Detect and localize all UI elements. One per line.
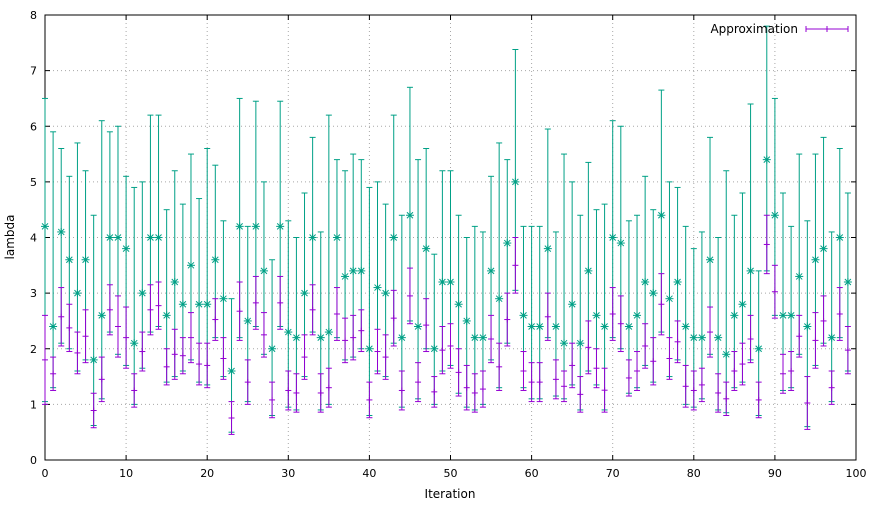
svg-text:40: 40 xyxy=(362,467,376,480)
svg-text:20: 20 xyxy=(200,467,214,480)
svg-text:0: 0 xyxy=(30,454,37,467)
svg-text:90: 90 xyxy=(768,467,782,480)
plot-dynamic-layer: 0 10 20 30 40 50 60 70 80 90 100 0 1 2 3 4 5 6 7 8 xyxy=(30,9,867,480)
svg-text:4: 4 xyxy=(30,232,37,245)
svg-text:50: 50 xyxy=(444,467,458,480)
svg-text:10: 10 xyxy=(119,467,133,480)
svg-text:5: 5 xyxy=(30,176,37,189)
legend-label: Approximation xyxy=(710,22,798,36)
svg-text:3: 3 xyxy=(30,287,37,300)
y-axis-title: lambda xyxy=(3,215,17,260)
x-axis-title: Iteration xyxy=(425,487,476,501)
legend-errorbar-sample-icon xyxy=(805,26,849,32)
svg-text:30: 30 xyxy=(281,467,295,480)
svg-text:7: 7 xyxy=(30,65,37,78)
svg-text:100: 100 xyxy=(846,467,867,480)
svg-text:2: 2 xyxy=(30,343,37,356)
svg-text:70: 70 xyxy=(606,467,620,480)
svg-text:80: 80 xyxy=(687,467,701,480)
svg-text:8: 8 xyxy=(30,9,37,22)
svg-text:60: 60 xyxy=(525,467,539,480)
svg-text:0: 0 xyxy=(42,467,49,480)
svg-text:6: 6 xyxy=(30,120,37,133)
svg-text:1: 1 xyxy=(30,398,37,411)
